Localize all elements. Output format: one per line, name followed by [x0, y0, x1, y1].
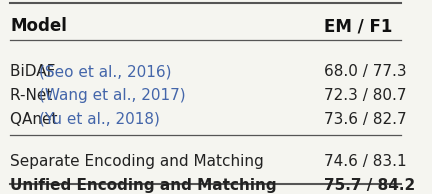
Text: 68.0 / 77.3: 68.0 / 77.3	[324, 64, 407, 79]
Text: R-Net: R-Net	[10, 88, 57, 103]
Text: (Seo et al., 2016): (Seo et al., 2016)	[39, 64, 172, 79]
Text: 74.6 / 83.1: 74.6 / 83.1	[324, 154, 407, 169]
Text: Model: Model	[10, 17, 67, 36]
Text: 73.6 / 82.7: 73.6 / 82.7	[324, 112, 407, 127]
Text: Unified Encoding and Matching: Unified Encoding and Matching	[10, 178, 277, 193]
Text: 72.3 / 80.7: 72.3 / 80.7	[324, 88, 407, 103]
Text: (Yu et al., 2018): (Yu et al., 2018)	[39, 112, 160, 127]
Text: EM / F1: EM / F1	[324, 17, 393, 36]
Text: QAnet: QAnet	[10, 112, 63, 127]
Text: 75.7 / 84.2: 75.7 / 84.2	[324, 178, 416, 193]
Text: Separate Encoding and Matching: Separate Encoding and Matching	[10, 154, 264, 169]
Text: (Wang et al., 2017): (Wang et al., 2017)	[39, 88, 185, 103]
Text: BiDAF: BiDAF	[10, 64, 60, 79]
